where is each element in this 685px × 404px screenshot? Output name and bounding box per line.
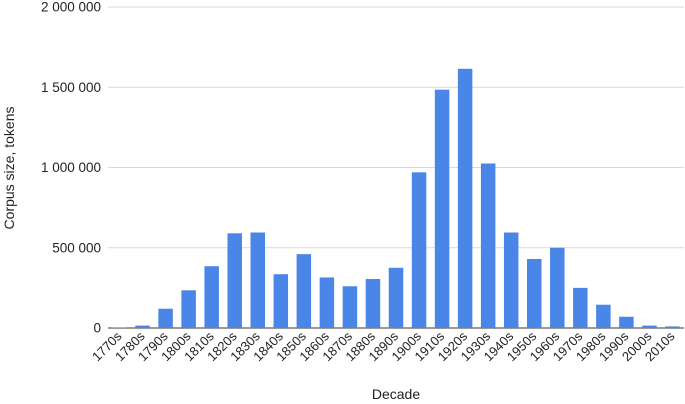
bar-1900s bbox=[411, 172, 427, 328]
bar-1820s bbox=[227, 233, 242, 328]
y-axis-title: Corpus size, tokens bbox=[1, 107, 17, 230]
bar-1810s bbox=[204, 266, 219, 328]
bar-1890s bbox=[388, 267, 404, 328]
y-tick-label: 1 500 000 bbox=[41, 80, 101, 95]
bars bbox=[112, 68, 680, 328]
y-tick-label: 1 000 000 bbox=[41, 160, 101, 175]
bar-1960s bbox=[550, 247, 565, 328]
bar-1790s bbox=[158, 308, 173, 328]
bar-1970s bbox=[573, 287, 588, 328]
bar-1950s bbox=[526, 258, 542, 328]
bar-2000s bbox=[642, 325, 657, 328]
bar-1920s bbox=[457, 68, 473, 328]
y-tick-label: 2 000 000 bbox=[41, 0, 101, 15]
bar-1930s bbox=[480, 163, 496, 328]
y-axis-ticks: 0 500 000 1 000 000 1 500 000 2 000 000 bbox=[41, 0, 101, 336]
bar-2010s bbox=[665, 326, 680, 328]
bar-1850s bbox=[296, 254, 312, 328]
y-tick-label: 500 000 bbox=[52, 240, 101, 255]
bar-1840s bbox=[273, 274, 289, 328]
bar-1800s bbox=[181, 290, 196, 328]
bar-1910s bbox=[434, 89, 450, 328]
bar-1780s bbox=[135, 325, 150, 328]
bar-1860s bbox=[319, 277, 335, 328]
bar-1940s bbox=[503, 232, 519, 328]
gridlines bbox=[108, 6, 684, 329]
bar-1990s bbox=[619, 316, 634, 328]
bar-1980s bbox=[596, 304, 611, 328]
x-axis-title: Decade bbox=[372, 386, 420, 402]
bar-1870s bbox=[342, 286, 358, 328]
x-axis-ticks: 1770s1780s1790s1800s1810s1820s1830s1840s… bbox=[89, 328, 678, 364]
bar-1830s bbox=[250, 232, 266, 328]
bar-1880s bbox=[365, 279, 381, 328]
y-tick-label: 0 bbox=[93, 321, 101, 336]
